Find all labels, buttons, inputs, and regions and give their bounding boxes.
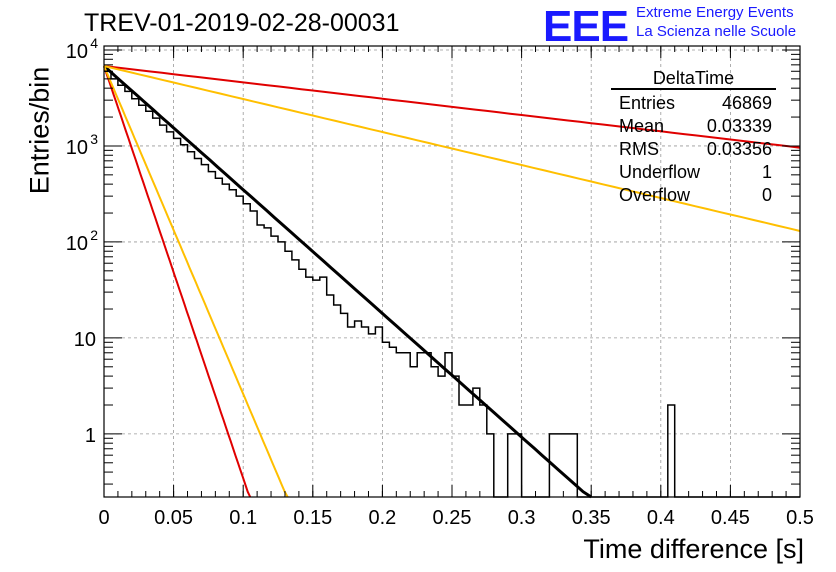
x-tick-label: 0.3 bbox=[508, 507, 536, 529]
stats-label: Overflow bbox=[619, 185, 691, 205]
stats-row-mean: Mean 0.03339 bbox=[611, 115, 776, 138]
fit-curve bbox=[103, 65, 801, 149]
y-tick-label: 1 bbox=[85, 425, 96, 447]
stats-value: 0.03339 bbox=[706, 116, 772, 136]
logo-caption-line1: Extreme Energy Events bbox=[636, 4, 794, 21]
logo-caption-line2: La Scienza nelle Scuole bbox=[636, 23, 797, 40]
y-axis-label: Entries/bin bbox=[24, 66, 55, 195]
fit-curve bbox=[102, 64, 593, 499]
y-tick-label: 10 bbox=[66, 137, 88, 159]
fit-curve bbox=[103, 65, 289, 498]
plot-title: TREV-01-2019-02-28-00031 bbox=[84, 9, 400, 37]
y-tick-exponent: 2 bbox=[90, 227, 98, 243]
x-tick-label: 0.1 bbox=[229, 507, 257, 529]
stats-value: 46869 bbox=[721, 93, 772, 113]
stats-row-entries: Entries 46869 bbox=[611, 92, 776, 115]
x-tick-label: 0.45 bbox=[711, 507, 750, 529]
stats-row-rms: RMS 0.03356 bbox=[611, 138, 776, 161]
fit-curves bbox=[102, 64, 801, 499]
eee-logo: EEE bbox=[543, 2, 629, 51]
stats-label: Entries bbox=[619, 93, 676, 113]
y-tick-exponent: 4 bbox=[90, 35, 98, 51]
x-tick-label: 0.35 bbox=[572, 507, 611, 529]
fit-curve bbox=[103, 65, 801, 232]
stats-title: DeltaTime bbox=[611, 68, 776, 90]
axis-ticks bbox=[103, 46, 801, 497]
x-tick-label: 0.05 bbox=[154, 507, 193, 529]
x-axis-label: Time difference [s] bbox=[583, 534, 804, 564]
y-tick-label: 10 bbox=[66, 41, 88, 63]
x-tick-label: 0.2 bbox=[368, 507, 396, 529]
stats-value: 0 bbox=[761, 185, 772, 205]
x-tick-label: 0.15 bbox=[293, 507, 332, 529]
y-tick-exponent: 3 bbox=[90, 131, 98, 147]
stats-label: Mean bbox=[619, 116, 665, 136]
x-tick-label: 0.4 bbox=[647, 507, 675, 529]
x-tick-labels: 0 0.05 0.1 0.15 0.2 0.25 0.3 0.35 0.4 0.45 0.5 bbox=[98, 507, 813, 529]
stats-row-underflow: Underflow 1 bbox=[611, 161, 776, 184]
stats-label: Underflow bbox=[619, 162, 701, 182]
stats-box: DeltaTime Entries 46869 Mean 0.03339 RMS 0.… bbox=[611, 68, 776, 207]
stats-label: RMS bbox=[619, 139, 659, 159]
stats-value: 1 bbox=[761, 162, 772, 182]
logo-caption: Extreme Energy Events La Scienza nelle S… bbox=[636, 3, 796, 41]
x-tick-label: 0 bbox=[98, 507, 109, 529]
y-tick-label: 10 bbox=[74, 329, 96, 351]
y-tick-label: 10 bbox=[66, 233, 88, 255]
stats-value: 0.03356 bbox=[706, 139, 772, 159]
stats-row-overflow: Overflow 0 bbox=[611, 184, 776, 207]
x-tick-label: 0.5 bbox=[786, 507, 814, 529]
x-tick-label: 0.25 bbox=[433, 507, 472, 529]
fit-curve bbox=[103, 65, 252, 498]
